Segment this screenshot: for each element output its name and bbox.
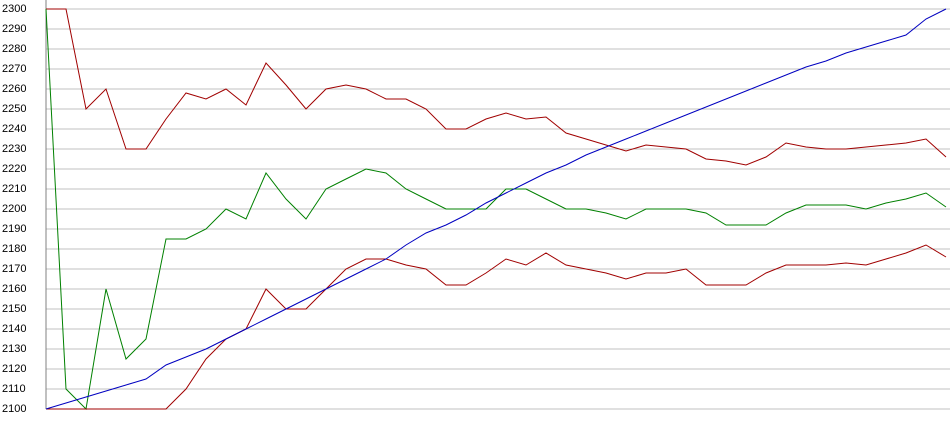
- line-series: [45, 8, 947, 410]
- y-tick-label: 2220: [2, 163, 26, 175]
- y-tick-label: 2140: [2, 323, 26, 335]
- y-tick-label: 2170: [2, 263, 26, 275]
- y-tick-label: 2270: [2, 63, 26, 75]
- y-tick-label: 2240: [2, 123, 26, 135]
- y-tick-label: 2130: [2, 343, 26, 355]
- line-series: [46, 8, 947, 166]
- y-tick-label: 2180: [2, 243, 26, 255]
- y-tick-label: 2300: [2, 3, 26, 15]
- y-tick-label: 2290: [2, 23, 26, 35]
- line-series: [46, 244, 947, 410]
- y-tick-label: 2230: [2, 143, 26, 155]
- y-tick-label: 2110: [2, 383, 26, 395]
- y-tick-label: 2210: [2, 183, 26, 195]
- y-tick-label: 2200: [2, 203, 26, 215]
- y-tick-label: 2120: [2, 363, 26, 375]
- y-tick-label: 2280: [2, 43, 26, 55]
- y-tick-label: 2100: [2, 403, 26, 415]
- y-tick-label: 2250: [2, 103, 26, 115]
- y-tick-label: 2260: [2, 83, 26, 95]
- y-tick-label: 2150: [2, 303, 26, 315]
- y-tick-label: 2190: [2, 223, 26, 235]
- y-tick-label: 2160: [2, 283, 26, 295]
- line-series: [45, 8, 947, 411]
